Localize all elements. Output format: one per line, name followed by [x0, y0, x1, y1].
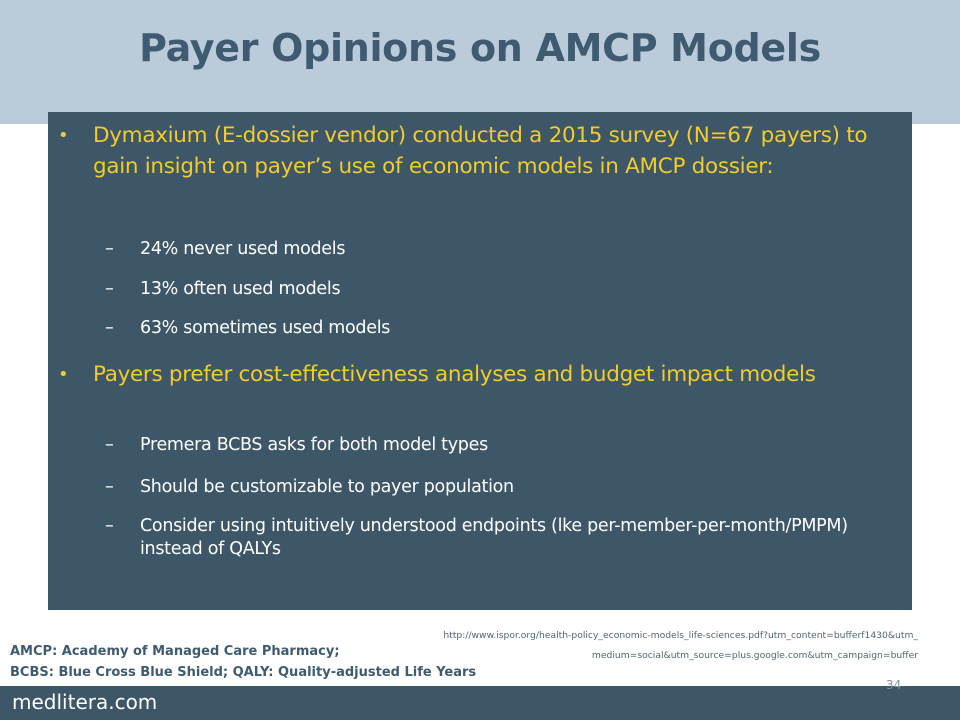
dash-icon: –: [105, 435, 114, 455]
subitem: – 24% never used models: [105, 238, 895, 261]
bullet-dot-icon: •: [58, 364, 69, 385]
bullet-dot-icon: •: [58, 125, 69, 146]
subitem-text: 63% sometimes used models: [140, 318, 391, 338]
subitem-text: Premera BCBS asks for both model types: [140, 435, 488, 455]
content-box: • Dymaxium (E-dossier vendor) conducted …: [48, 112, 912, 610]
slide-number: 34: [886, 678, 902, 692]
bullet-item: • Dymaxium (E-dossier vendor) conducted …: [58, 120, 888, 182]
dash-icon: –: [105, 318, 114, 338]
footnote-line: BCBS: Blue Cross Blue Shield; QALY: Qual…: [10, 665, 477, 680]
subitem: – Should be customizable to payer popula…: [105, 476, 895, 499]
subitem: – 13% often used models: [105, 278, 895, 301]
dash-icon: –: [105, 516, 114, 536]
subitem-text: Should be customizable to payer populati…: [140, 477, 514, 497]
header-band: [0, 0, 960, 124]
dash-icon: –: [105, 279, 114, 299]
bullet-text: Dymaxium (E-dossier vendor) conducted a …: [93, 123, 868, 179]
slide-title: Payer Opinions on AMCP Models: [139, 26, 821, 70]
subitem-text: Consider using intuitively understood en…: [140, 516, 848, 559]
subitem-text: 24% never used models: [140, 239, 346, 259]
dash-icon: –: [105, 239, 114, 259]
subitem: – Premera BCBS asks for both model types: [105, 434, 895, 457]
footer-band: [0, 686, 960, 720]
bullet-item: • Payers prefer cost-effectiveness analy…: [58, 359, 888, 390]
subitem: – 63% sometimes used models: [105, 317, 895, 340]
subitem-text: 13% often used models: [140, 279, 341, 299]
subitem: – Consider using intuitively understood …: [105, 515, 895, 561]
abbreviations-footnote: AMCP: Academy of Managed Care Pharmacy; …: [10, 641, 530, 683]
dash-icon: –: [105, 477, 114, 497]
footnote-line: AMCP: Academy of Managed Care Pharmacy;: [10, 644, 340, 659]
bullet-text: Payers prefer cost-effectiveness analyse…: [93, 362, 816, 387]
brand-logo-text: medlitera.com: [12, 690, 158, 714]
source-link[interactable]: http://www.ispor.org/health-policy_econo…: [443, 630, 918, 661]
